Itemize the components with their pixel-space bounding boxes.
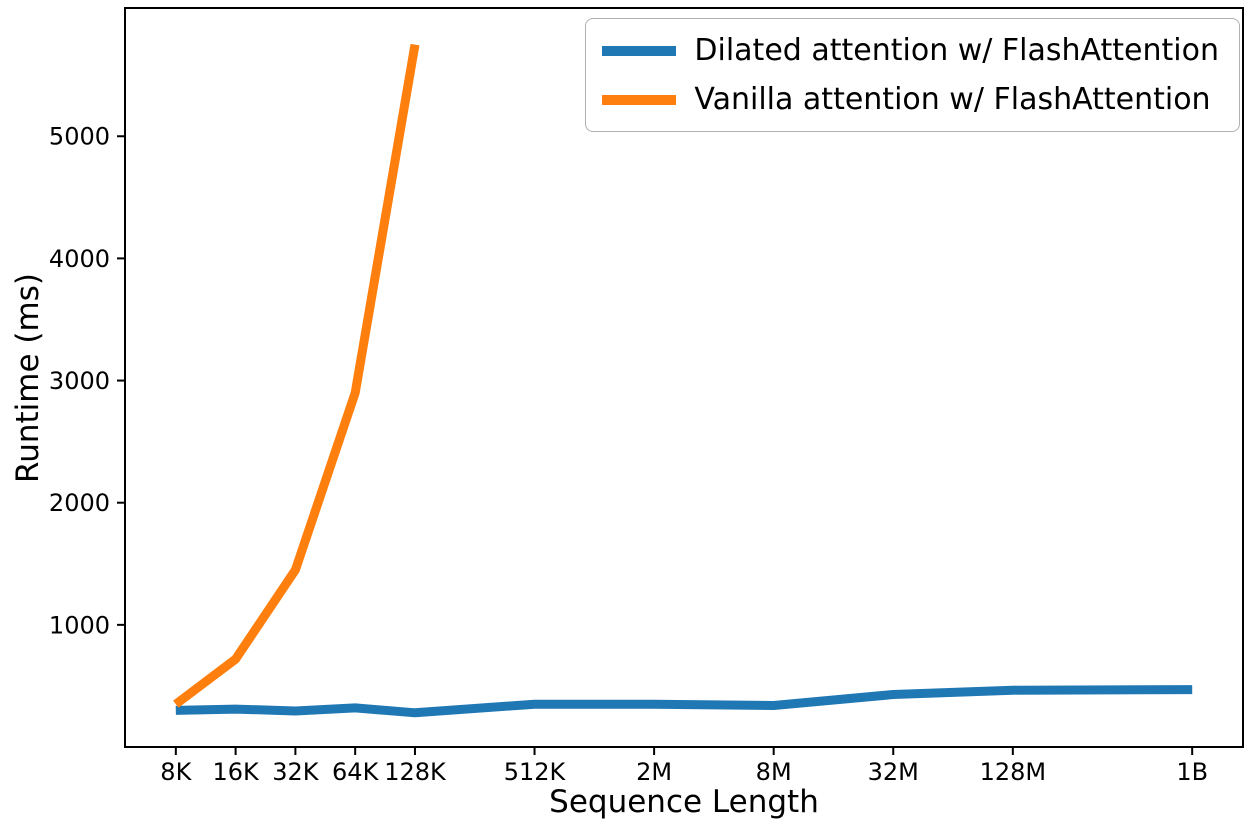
svg-text:512K: 512K <box>504 758 567 786</box>
vanilla-line-swatch <box>602 94 677 105</box>
legend-item-dilated: Dilated attention w/ FlashAttention <box>602 33 1219 68</box>
svg-text:1B: 1B <box>1176 758 1208 786</box>
svg-text:5000: 5000 <box>49 123 110 151</box>
svg-text:1000: 1000 <box>49 611 110 639</box>
svg-text:8M: 8M <box>756 758 792 786</box>
svg-text:16K: 16K <box>212 758 260 786</box>
legend-item-vanilla: Vanilla attention w/ FlashAttention <box>602 82 1219 117</box>
svg-text:2M: 2M <box>636 758 672 786</box>
svg-text:32K: 32K <box>272 758 320 786</box>
svg-text:32M: 32M <box>868 758 919 786</box>
legend-label-dilated: Dilated attention w/ FlashAttention <box>694 33 1219 68</box>
dilated-line-swatch <box>602 45 677 56</box>
legend-label-vanilla: Vanilla attention w/ FlashAttention <box>694 82 1211 117</box>
svg-text:8K: 8K <box>160 758 192 786</box>
svg-text:64K: 64K <box>332 758 380 786</box>
x-axis-label: Sequence Length <box>549 784 819 820</box>
y-axis-label: Runtime (ms) <box>10 273 46 483</box>
svg-text:3000: 3000 <box>49 367 110 395</box>
legend: Dilated attention w/ FlashAttention Vani… <box>585 18 1240 132</box>
svg-text:4000: 4000 <box>49 245 110 273</box>
svg-text:2000: 2000 <box>49 489 110 517</box>
svg-text:128K: 128K <box>384 758 447 786</box>
svg-text:128M: 128M <box>980 758 1047 786</box>
